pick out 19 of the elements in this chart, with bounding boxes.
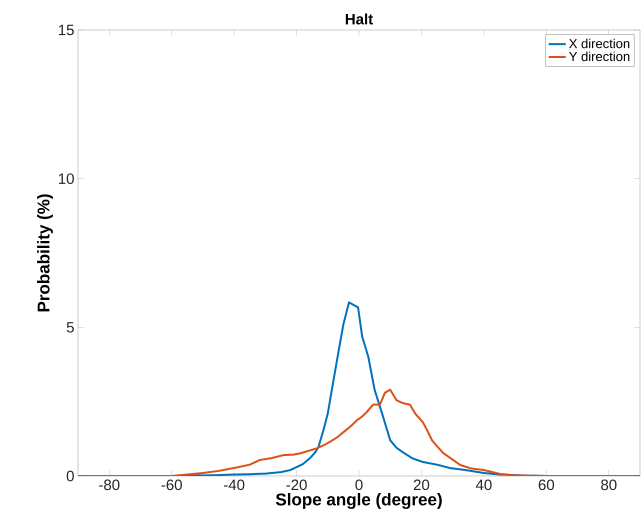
- y-tick-label: 15: [58, 24, 74, 36]
- y-axis-title: Probability (%): [37, 194, 53, 312]
- y-tick-label: 10: [58, 173, 74, 184]
- x-tick-label: 20: [414, 480, 430, 490]
- chart-title: Halt: [346, 13, 373, 24]
- x-tick-label: 80: [601, 480, 617, 490]
- x-tick-label: 0: [355, 480, 363, 490]
- x-tick-label: -60: [161, 480, 182, 490]
- x-tick-label: -20: [286, 480, 307, 490]
- x-axis-title: Slope angle (degree): [276, 493, 442, 509]
- x-tick-label: -40: [224, 480, 244, 490]
- legend-label: X direction: [569, 38, 630, 48]
- line-series: [78, 388, 640, 476]
- legend-label: Y direction: [569, 52, 630, 62]
- x-tick-label: -80: [99, 480, 120, 490]
- y-tick-label: 5: [66, 322, 74, 333]
- y-tick-label: 0: [66, 470, 74, 482]
- x-tick-label: 40: [476, 480, 492, 490]
- x-tick-label: 60: [538, 480, 554, 490]
